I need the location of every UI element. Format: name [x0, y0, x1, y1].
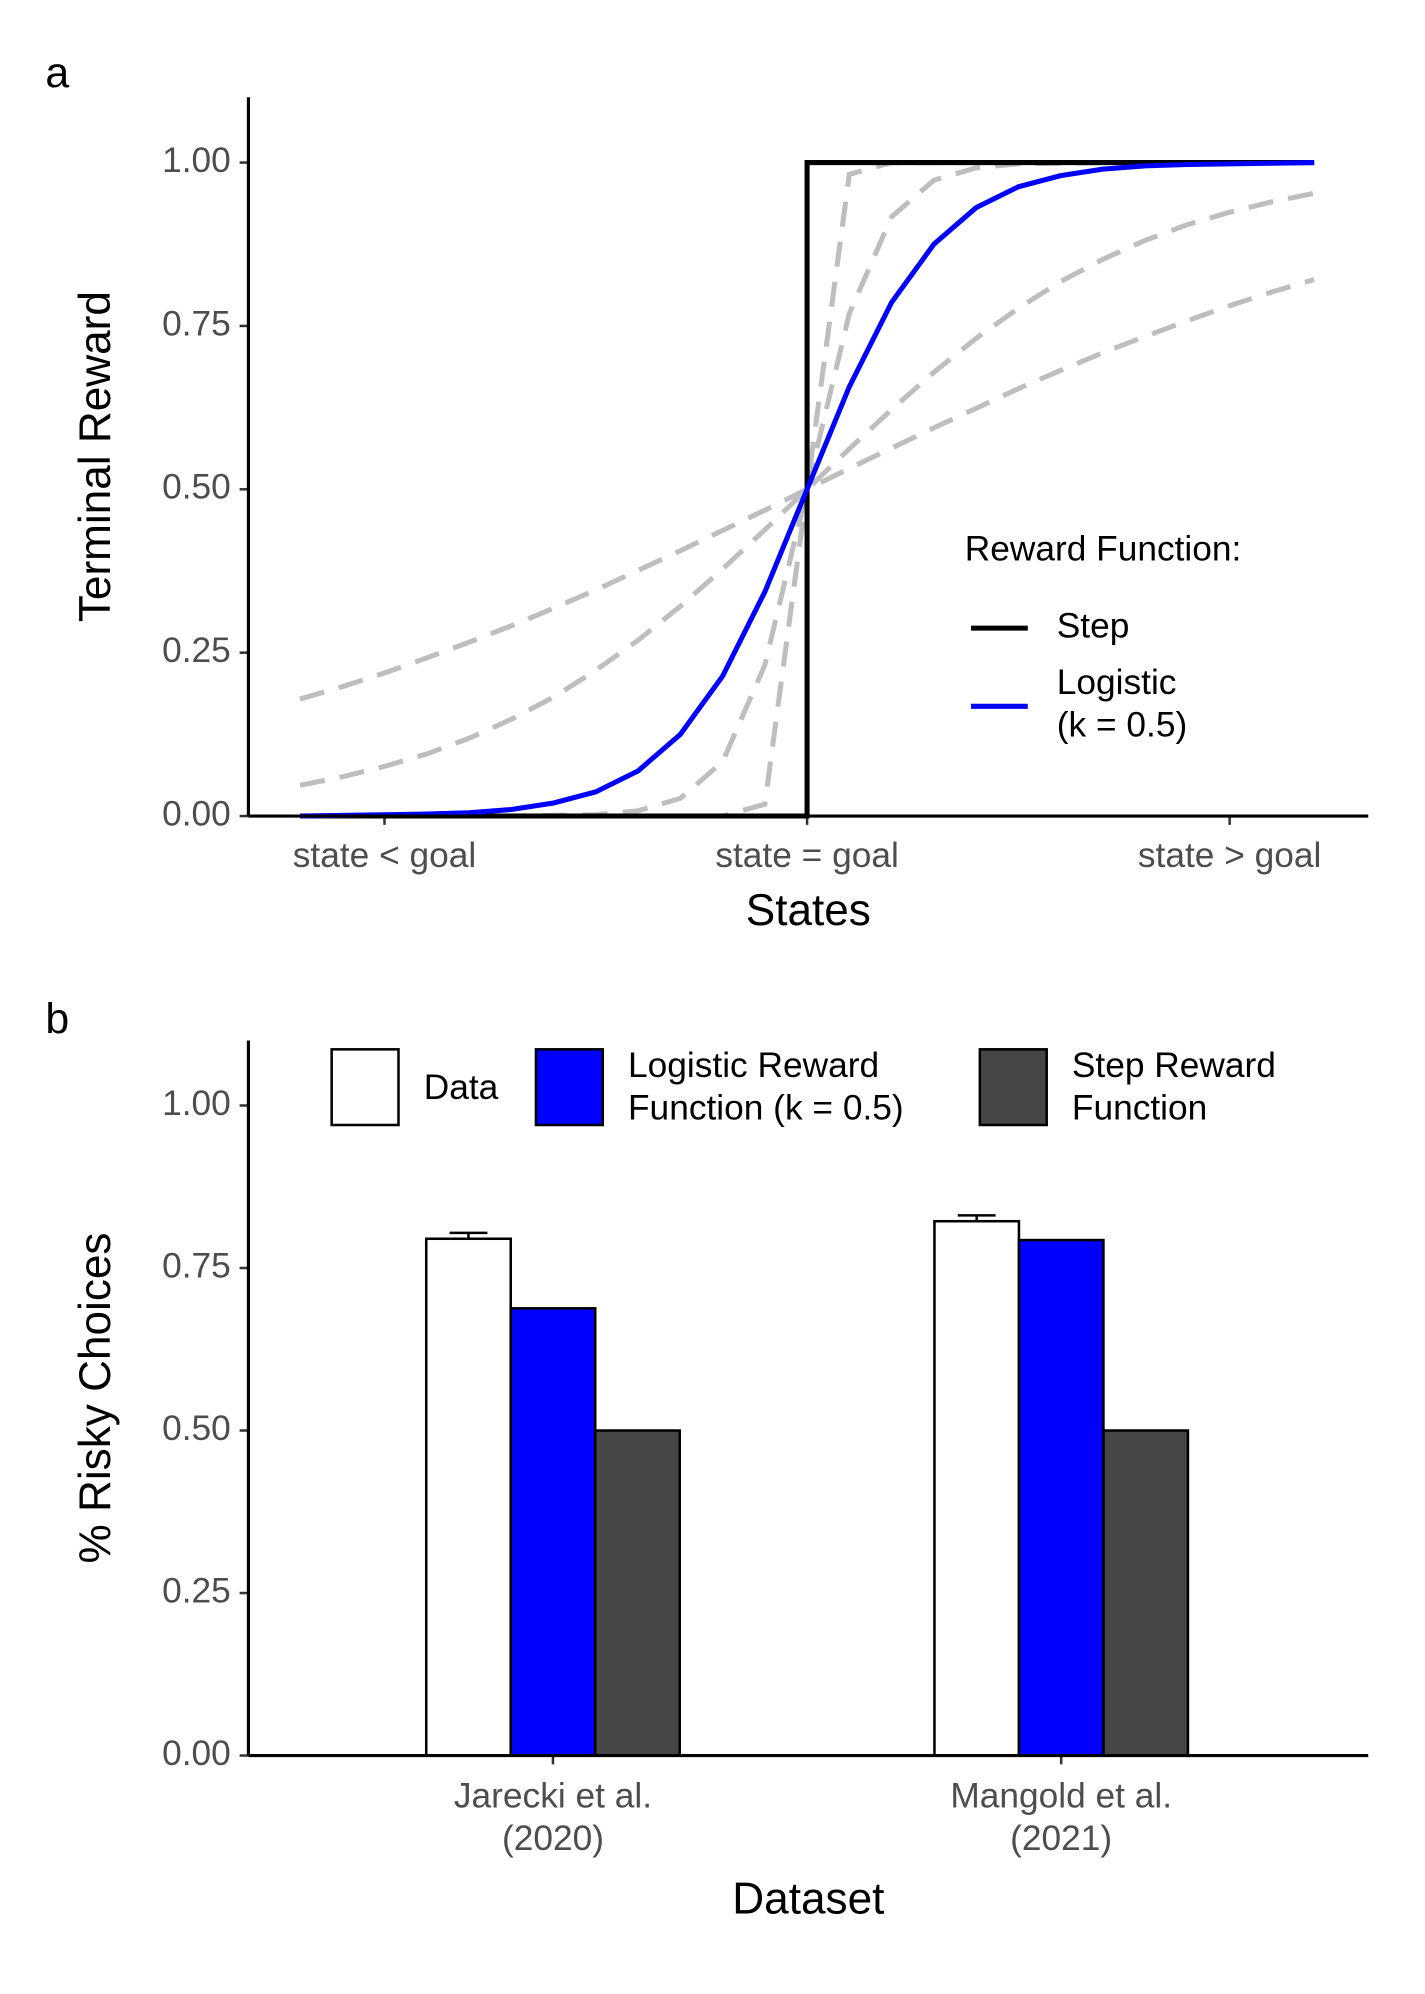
y-tick-label: 0.50: [162, 468, 231, 507]
bar: [933, 1219, 1021, 1757]
bar: [1017, 1238, 1105, 1757]
legend-label: Step: [1057, 606, 1130, 645]
legend-key: [330, 1048, 400, 1127]
y-tick-label: 1.00: [162, 1084, 231, 1123]
y-tick-label: 0.25: [162, 1571, 231, 1610]
legend-title: Reward Function:: [965, 530, 1242, 569]
y-tick-label: 0.25: [162, 631, 231, 670]
legend-key: [978, 1048, 1048, 1127]
x-tick-label: state < goal: [293, 836, 476, 875]
y-tick-label: 0.50: [162, 1409, 231, 1448]
y-tick-label: 0.75: [162, 1246, 231, 1285]
reference-curve: [299, 190, 1315, 788]
y-tick-label: 0.75: [162, 304, 231, 343]
bar: [593, 1429, 681, 1757]
series-line: [299, 160, 1315, 819]
y-tick-label: 0.00: [162, 1734, 231, 1773]
legend-label: Data: [424, 1068, 499, 1107]
panel: a 0.00 0.25 0.50 0.75 1.00 Terminal Reward stat…: [45, 49, 1369, 935]
bar: [1102, 1429, 1190, 1757]
panel-label: b: [45, 995, 69, 1043]
y-tick-label: 1.00: [162, 141, 231, 180]
legend-label: Logistic (k = 0.5): [1057, 663, 1187, 744]
x-axis-title: States: [746, 886, 871, 935]
error-bar: [957, 1214, 996, 1222]
x-axis-title: Dataset: [732, 1874, 884, 1923]
y-axis-title: Terminal Reward: [71, 291, 120, 622]
x-tick-label: state > goal: [1138, 836, 1321, 875]
y-tick-label: 0.00: [162, 794, 231, 833]
legend-key: [534, 1048, 605, 1127]
legend-label: Step Reward Function: [1072, 1047, 1276, 1128]
bar: [509, 1307, 597, 1757]
x-tick-label: Mangold et al. (2021): [950, 1777, 1172, 1858]
legend-label: Logistic Reward Function (k = 0.5): [628, 1047, 904, 1128]
panel-label: a: [45, 49, 69, 97]
panel: b 0.00 0.25 0.50 0.75 1.00 % Risky Choices Jare…: [45, 995, 1369, 1923]
x-tick-label: Jarecki et al. (2020): [454, 1777, 652, 1858]
x-tick-label: state = goal: [715, 836, 898, 875]
bar: [424, 1237, 512, 1757]
error-bar: [449, 1231, 488, 1239]
y-axis-title: % Risky Choices: [71, 1233, 120, 1564]
